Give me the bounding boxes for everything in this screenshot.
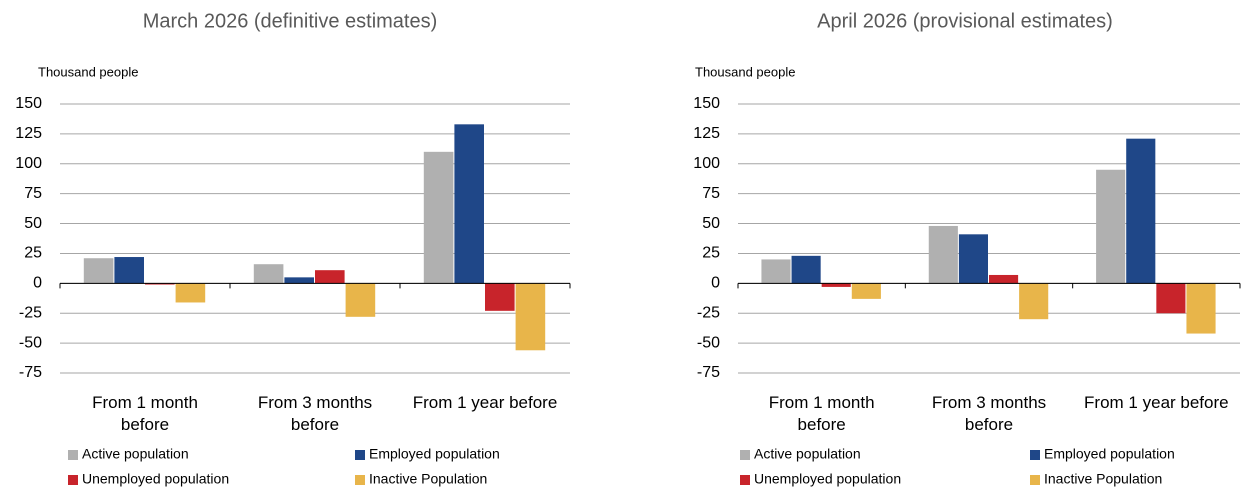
y-tick-label: -75 xyxy=(697,364,720,381)
y-tick-label: 125 xyxy=(15,125,42,142)
bar xyxy=(791,255,821,284)
bar xyxy=(1186,283,1216,334)
y-tick-label: 0 xyxy=(711,275,720,292)
legend-label: Employed population xyxy=(369,446,500,462)
bar xyxy=(114,257,144,284)
legend-label: Inactive Population xyxy=(369,471,487,487)
bar xyxy=(315,270,345,284)
bar xyxy=(928,225,958,284)
y-tick-label: 25 xyxy=(24,245,42,262)
y-tick-label: -50 xyxy=(19,334,42,351)
legend-swatch xyxy=(68,450,78,460)
bar xyxy=(145,283,175,285)
bar xyxy=(851,283,881,299)
x-tick-label: From 3 months before xyxy=(257,393,373,434)
legend-swatch xyxy=(740,475,750,485)
x-tick-label: From 1 year before xyxy=(1084,393,1229,412)
legend-swatch xyxy=(740,450,750,460)
bar xyxy=(345,283,376,317)
y-tick-label: 100 xyxy=(693,155,720,172)
legend-swatch xyxy=(1030,475,1040,485)
bar xyxy=(761,259,791,284)
legend-label: Active population xyxy=(82,446,189,462)
chart-title: April 2026 (provisional estimates) xyxy=(817,10,1113,32)
y-tick-label: 100 xyxy=(15,155,42,172)
bar xyxy=(83,258,114,284)
bar xyxy=(515,283,546,351)
bar xyxy=(1096,169,1126,284)
legend-label: Active population xyxy=(754,446,861,462)
y-tick-label: 150 xyxy=(693,95,720,112)
y-tick-label: -75 xyxy=(19,364,42,381)
legend-label: Inactive Population xyxy=(1044,471,1162,487)
legend-swatch xyxy=(355,475,365,485)
y-tick-label: 25 xyxy=(702,245,720,262)
bar xyxy=(989,274,1019,284)
bar xyxy=(175,283,206,303)
bar xyxy=(284,277,314,284)
bar xyxy=(253,264,284,284)
x-tick-label: From 1 year before xyxy=(412,393,558,412)
bar xyxy=(423,151,454,284)
y-tick-label: 150 xyxy=(15,95,42,112)
y-tick-label: 50 xyxy=(702,215,720,232)
y-axis-label: Thousand people xyxy=(38,64,138,79)
legend-swatch xyxy=(1030,450,1040,460)
x-tick-label: From 3 months before xyxy=(931,393,1047,434)
y-tick-label: 0 xyxy=(33,275,42,292)
bar xyxy=(1156,283,1186,314)
legend-swatch xyxy=(68,475,78,485)
y-tick-label: -50 xyxy=(697,334,720,351)
y-tick-label: -25 xyxy=(19,304,42,321)
legend-label: Unemployed population xyxy=(754,471,901,487)
bar xyxy=(1019,283,1049,320)
y-axis-label: Thousand people xyxy=(695,64,795,79)
y-tick-label: -25 xyxy=(697,304,720,321)
bar xyxy=(454,124,484,284)
bar xyxy=(1126,138,1156,284)
y-tick-label: 75 xyxy=(24,185,42,202)
legend-label: Unemployed population xyxy=(82,471,229,487)
y-tick-label: 50 xyxy=(24,215,42,232)
legend-label: Employed population xyxy=(1044,446,1175,462)
bar xyxy=(821,283,851,287)
chart-title: March 2026 (definitive estimates) xyxy=(143,10,438,32)
y-tick-label: 125 xyxy=(693,125,720,142)
legend-swatch xyxy=(355,450,365,460)
x-tick-label: From 1 month before xyxy=(768,393,875,434)
y-tick-label: 75 xyxy=(702,185,720,202)
bar xyxy=(485,283,515,311)
bar xyxy=(958,234,988,284)
x-tick-label: From 1 month before xyxy=(92,393,198,434)
